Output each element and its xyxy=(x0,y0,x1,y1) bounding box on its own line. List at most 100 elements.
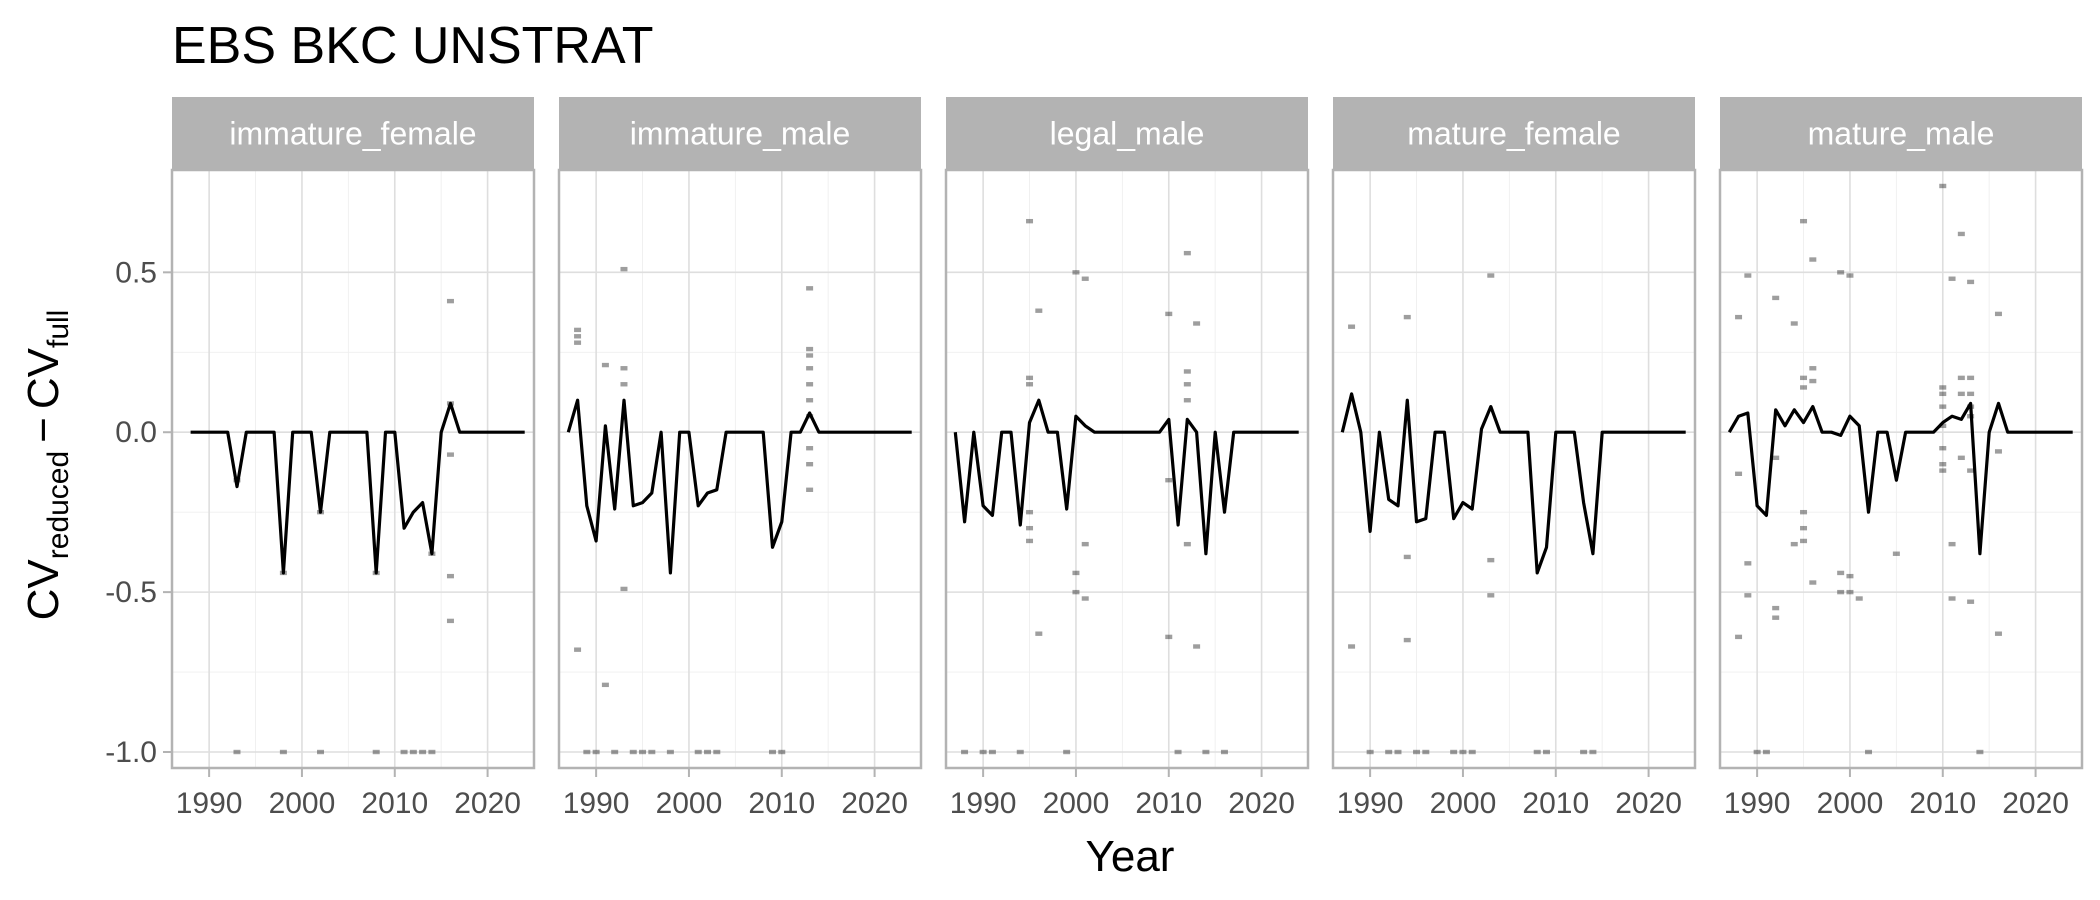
data-point xyxy=(1772,295,1780,301)
y-axis-title-base-2: CV xyxy=(19,347,68,409)
data-point xyxy=(768,749,776,755)
data-point xyxy=(1957,455,1965,461)
data-point xyxy=(639,749,647,755)
panel-border xyxy=(1718,168,2084,770)
data-point xyxy=(1487,593,1495,598)
x-tick-label: 1990 xyxy=(1724,787,1791,820)
y-tick-label: 0.0 xyxy=(115,416,157,449)
data-point xyxy=(1967,599,1975,604)
data-point xyxy=(1366,749,1374,755)
data-point xyxy=(1183,369,1191,374)
data-point xyxy=(1487,273,1495,278)
data-point xyxy=(1753,749,1761,755)
data-point xyxy=(1855,596,1863,601)
panel-border xyxy=(1331,168,1697,770)
data-point xyxy=(1948,276,1956,281)
x-tick-label: 2000 xyxy=(1043,787,1110,820)
data-point xyxy=(1026,538,1034,544)
data-point xyxy=(704,749,712,755)
data-point xyxy=(979,749,987,755)
data-point xyxy=(446,618,454,624)
data-point xyxy=(1948,596,1956,601)
data-point xyxy=(1846,273,1854,278)
data-point xyxy=(1413,749,1421,755)
facet-strip xyxy=(559,97,921,170)
data-point xyxy=(400,749,408,755)
data-point xyxy=(1772,605,1780,611)
data-point xyxy=(1957,375,1965,381)
data-point xyxy=(1939,423,1947,429)
data-point xyxy=(806,462,814,467)
x-tick-label: 2010 xyxy=(1909,787,1976,820)
data-point xyxy=(1035,631,1043,636)
data-point xyxy=(419,749,427,755)
data-point xyxy=(1026,375,1034,381)
data-point xyxy=(620,266,628,272)
data-point xyxy=(1994,631,2002,636)
data-point xyxy=(1967,468,1975,473)
data-point xyxy=(1016,749,1024,755)
data-point xyxy=(446,573,454,579)
data-point xyxy=(1183,398,1191,403)
data-point xyxy=(1800,218,1808,224)
data-point xyxy=(1035,308,1043,313)
data-point xyxy=(806,346,814,352)
data-point xyxy=(1957,391,1965,397)
data-point xyxy=(574,334,582,339)
facet-strip-label: mature_male xyxy=(1808,116,1995,152)
data-point xyxy=(1967,375,1975,381)
data-point xyxy=(1220,749,1228,755)
data-point xyxy=(1533,749,1541,755)
data-point xyxy=(694,749,702,755)
facet-panel-mature_female: mature_female 1990 2000 2010 2020 xyxy=(1331,97,1697,820)
x-tick-label: 2020 xyxy=(1228,787,1295,820)
data-point xyxy=(1744,593,1752,598)
y-axis-title-minus: − xyxy=(19,417,68,443)
data-point xyxy=(1809,378,1817,384)
data-point xyxy=(317,749,325,755)
data-point xyxy=(428,749,436,755)
facet-panel-immature_female: immature_female 1990 2000 2010 2020 xyxy=(170,97,536,820)
y-axis-ticks: 0.5 0.0 -0.5 -1.0 xyxy=(105,256,172,769)
data-point xyxy=(574,647,582,652)
facet-strip xyxy=(946,97,1308,170)
x-tick-label: 2020 xyxy=(841,787,908,820)
facet-panel-mature_male: mature_male 1990 2000 2010 2020 xyxy=(1718,97,2084,820)
data-point xyxy=(1967,391,1975,397)
data-point xyxy=(1385,749,1393,755)
data-point xyxy=(233,749,241,755)
data-point xyxy=(1939,404,1947,409)
data-point xyxy=(1735,471,1743,476)
facet-strip-label: immature_male xyxy=(630,116,851,152)
series-line xyxy=(566,398,912,575)
facet-strip xyxy=(172,97,534,170)
data-point xyxy=(1735,634,1743,640)
y-axis-title-sub2: full xyxy=(42,310,75,348)
data-point xyxy=(1026,382,1034,387)
data-point xyxy=(806,446,814,451)
data-point xyxy=(806,398,814,403)
data-point xyxy=(409,749,417,755)
data-point xyxy=(1165,477,1173,483)
data-point xyxy=(620,586,628,592)
x-tick-label: 2000 xyxy=(269,787,336,820)
data-point xyxy=(1800,385,1808,390)
facet-strip-label: immature_female xyxy=(229,116,476,152)
data-point xyxy=(1202,749,1210,755)
data-point xyxy=(1762,749,1770,755)
data-point xyxy=(1403,554,1411,560)
x-tick-label: 2020 xyxy=(2002,787,2069,820)
x-tick-label: 1990 xyxy=(563,787,630,820)
data-point xyxy=(1800,375,1808,381)
data-point xyxy=(648,749,656,755)
data-point xyxy=(1165,311,1173,317)
data-point xyxy=(1348,644,1356,649)
data-point xyxy=(1809,257,1817,262)
data-point xyxy=(1994,449,2002,454)
y-tick-label: -0.5 xyxy=(105,576,157,609)
data-point xyxy=(1957,231,1965,237)
data-point xyxy=(574,340,582,345)
data-point xyxy=(446,298,454,304)
data-point xyxy=(778,749,786,755)
